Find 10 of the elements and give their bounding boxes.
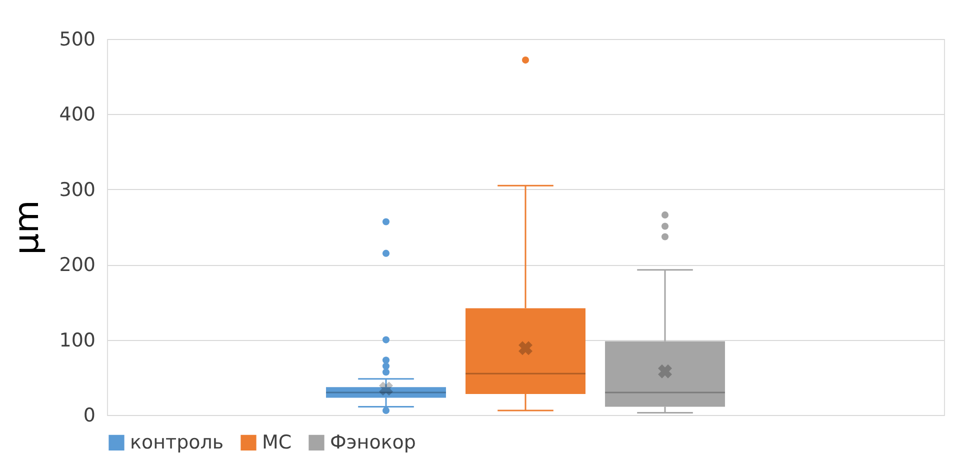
y-axis-title: μm bbox=[7, 200, 48, 255]
y-tick-label: 200 bbox=[59, 254, 96, 276]
y-tick-label: 100 bbox=[59, 329, 96, 352]
y-tick-label: 300 bbox=[59, 178, 96, 201]
y-tick-label: 0 bbox=[83, 404, 96, 426]
y-tick-label: 500 bbox=[59, 28, 96, 50]
legend-label: МС bbox=[262, 432, 292, 454]
legend-label: Фэнокор bbox=[330, 432, 416, 454]
y-tick-label: 400 bbox=[59, 104, 96, 126]
legend-label: контроль bbox=[130, 432, 224, 454]
